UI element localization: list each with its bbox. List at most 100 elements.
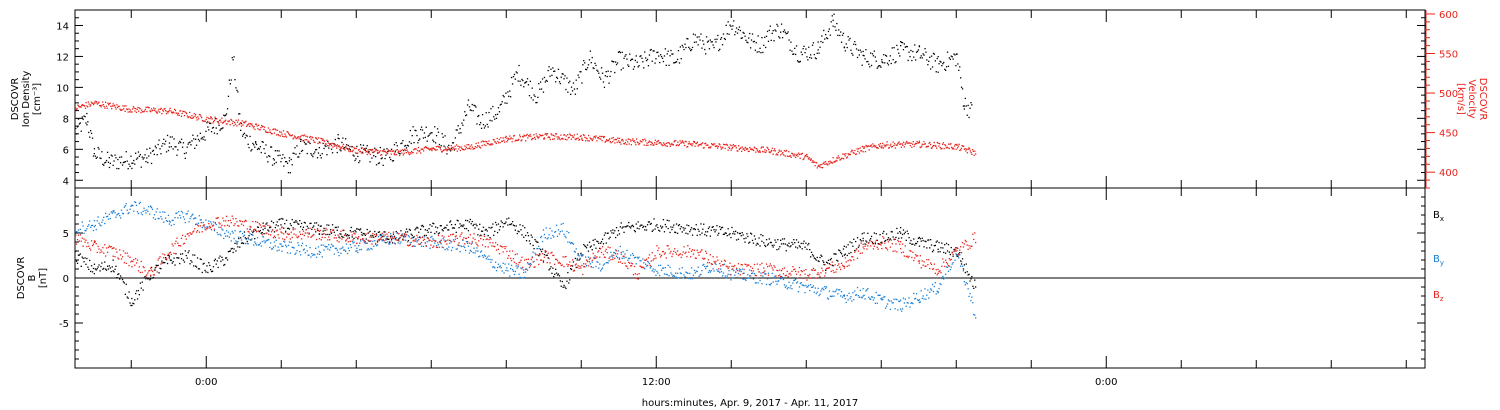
bx-series-point <box>539 253 541 255</box>
bz-series-point <box>439 242 441 244</box>
velocity-series-point <box>116 104 118 106</box>
velocity-series-point <box>763 151 765 153</box>
bx-series-point <box>123 282 125 284</box>
bz-series-point <box>354 233 356 235</box>
by-series-point <box>311 253 313 255</box>
velocity-series-point <box>550 133 552 135</box>
velocity-series-point <box>469 145 471 147</box>
bx-series-point <box>206 265 208 267</box>
bz-series-point <box>530 258 532 261</box>
by-series-point <box>546 238 548 240</box>
by-series-point <box>486 256 488 258</box>
density-series-point <box>577 74 579 76</box>
bx-series-point <box>743 238 745 240</box>
velocity-series-point <box>895 144 897 146</box>
bx-series-point <box>569 279 571 281</box>
bz-series-point <box>392 231 395 233</box>
velocity-series-point <box>742 148 744 150</box>
by-series-point <box>264 242 266 244</box>
bx-series-point <box>700 223 702 225</box>
velocity-series-point <box>716 145 718 147</box>
bx-series-point <box>300 226 302 228</box>
bz-series-point <box>651 252 653 254</box>
bz-series-point <box>170 253 172 255</box>
velocity-series-point <box>595 135 597 137</box>
velocity-series-point <box>964 148 966 150</box>
velocity-series-point <box>457 145 459 147</box>
bx-series-point <box>164 262 166 264</box>
velocity-series-point <box>399 154 401 157</box>
density-series-point <box>737 28 740 31</box>
velocity-series-point <box>210 116 212 118</box>
velocity-series-point <box>780 154 782 156</box>
density-series-point <box>576 88 578 90</box>
velocity-series-point <box>902 144 904 146</box>
velocity-series-point <box>288 132 290 135</box>
bx-series-point <box>555 272 558 274</box>
bz-series-point <box>395 239 397 241</box>
bz-series-point <box>96 251 98 253</box>
density-series-point <box>179 140 181 143</box>
top-panel-frame <box>74 9 1426 189</box>
bz-series-point <box>97 245 99 248</box>
bz-series-point <box>376 241 379 243</box>
by-series-point <box>77 229 80 231</box>
density-series-point <box>144 154 146 156</box>
by-series-point <box>212 221 215 223</box>
bx-series-point <box>224 263 226 266</box>
density-series-point <box>923 54 925 56</box>
by-series-point <box>847 299 849 301</box>
by-series-point <box>373 245 375 247</box>
by-series-point <box>468 252 471 254</box>
by-series-point <box>815 292 817 295</box>
velocity-series-point <box>954 145 956 147</box>
velocity-series-point <box>129 111 131 113</box>
density-series-point <box>674 62 676 64</box>
velocity-series-point <box>291 134 294 136</box>
density-series-point <box>690 49 693 51</box>
velocity-series-point <box>726 143 728 145</box>
bx-series-point <box>923 246 925 248</box>
bx-series-point <box>794 242 796 244</box>
density-series-point <box>475 106 477 108</box>
velocity-series-point <box>792 153 794 155</box>
bx-series-point <box>378 231 381 233</box>
bz-series-point <box>369 236 371 238</box>
bz-series-point <box>536 258 538 261</box>
density-series-point <box>195 138 197 140</box>
velocity-series-point <box>529 133 531 136</box>
bx-series-point <box>416 226 418 228</box>
by-series-point <box>790 285 792 287</box>
velocity-series-point <box>411 152 413 154</box>
velocity-series-point <box>734 145 736 147</box>
by-series-point <box>893 298 895 300</box>
bx-series-point <box>807 244 809 246</box>
bx-series-point <box>188 250 190 252</box>
bx-series-point <box>945 242 948 245</box>
by-series-point <box>240 239 243 241</box>
velocity-series-point <box>264 126 266 128</box>
velocity-series-point <box>747 150 749 153</box>
by-series-point <box>796 281 799 283</box>
bz-series-point <box>442 246 444 249</box>
bx-series-point <box>313 225 315 227</box>
velocity-series-point <box>329 143 331 145</box>
bz-series-point <box>346 237 349 239</box>
velocity-series-point <box>438 146 440 148</box>
bz-series-point <box>555 258 557 260</box>
by-series-point <box>164 211 166 213</box>
density-series-point <box>694 34 696 36</box>
density-series-point <box>150 162 153 165</box>
bz-series-point <box>210 229 213 231</box>
by-series-point <box>705 267 707 270</box>
bz-series-point <box>240 223 243 225</box>
density-series-point <box>452 142 455 144</box>
bz-series-point <box>424 242 426 244</box>
by-series-point <box>411 237 413 239</box>
density-series-point <box>727 21 729 23</box>
velocity-series-point <box>616 141 618 143</box>
density-series-point <box>893 47 895 49</box>
velocity-series-point <box>869 145 871 147</box>
velocity-series-point <box>849 153 851 155</box>
velocity-series-point <box>353 146 355 149</box>
